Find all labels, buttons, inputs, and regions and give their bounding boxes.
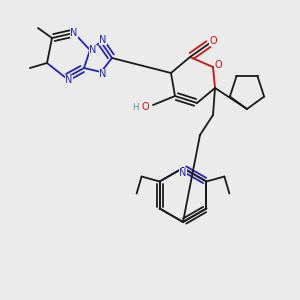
Text: H: H — [132, 103, 138, 112]
Text: O: O — [141, 102, 149, 112]
Text: O: O — [209, 36, 217, 46]
Text: N: N — [70, 28, 78, 38]
Text: N: N — [179, 168, 187, 178]
Text: N: N — [99, 35, 107, 45]
Text: N: N — [99, 69, 107, 79]
Text: O: O — [214, 60, 222, 70]
Text: N: N — [65, 75, 73, 85]
Text: N: N — [89, 45, 97, 55]
